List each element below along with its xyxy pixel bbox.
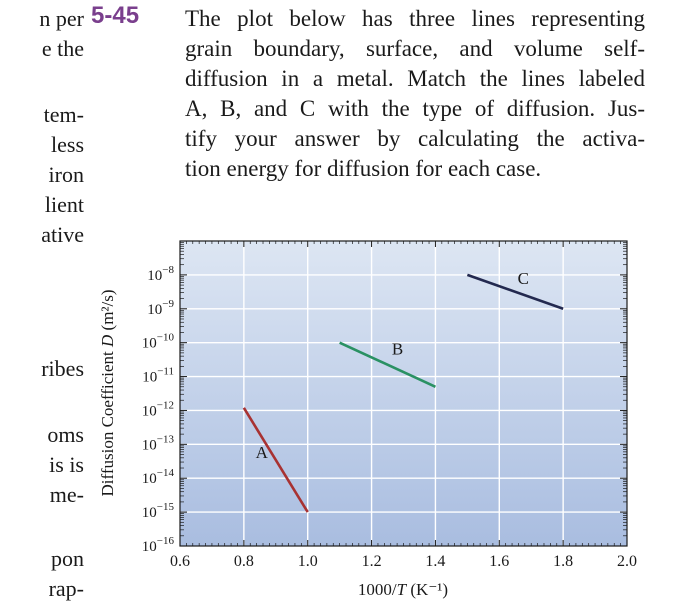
- text-fragment: ative: [41, 222, 84, 247]
- problem-number: 5-45: [91, 2, 140, 29]
- text-fragment: is is: [49, 452, 84, 477]
- x-tick-label: 1.6: [489, 553, 509, 570]
- text-fragment: iron: [48, 162, 84, 187]
- problem-statement: The plot below has three lines represent…: [185, 4, 645, 184]
- problem-line: A, B, and C with the type of diffusion. …: [185, 96, 645, 121]
- y-tick-label: 10−12: [142, 399, 174, 419]
- x-tick-labels: 0.6 0.8 1.0 1.2 1.4 1.6 1.8 2.0: [170, 553, 637, 570]
- y-tick-label: 10−13: [142, 433, 175, 453]
- series-label-b: B: [392, 340, 403, 359]
- problem-line: The plot below has three lines represent…: [185, 6, 645, 31]
- plot-frame: [179, 240, 628, 547]
- text-fragment: tem-: [43, 102, 84, 127]
- x-tick-label: 0.6: [170, 553, 190, 570]
- text-fragment: e the: [41, 36, 84, 61]
- grid: [180, 241, 627, 546]
- y-tick-label: 10−9: [147, 298, 174, 318]
- left-column-fragments: n per e the tem- less iron lient ative r…: [0, 0, 90, 611]
- y-tick-label: 10−11: [142, 366, 174, 386]
- series-label-c: C: [518, 269, 529, 288]
- x-tick-label: 1.8: [553, 553, 573, 570]
- y-axis-label: Diffusion Coefficient D (m²/s): [98, 289, 117, 496]
- problem-line: grain boundary, surface, and volume self…: [185, 36, 645, 61]
- text-fragment: pon: [51, 546, 84, 571]
- y-tick-label: 10−14: [142, 467, 175, 487]
- text-fragment: rap-: [48, 576, 84, 601]
- text-fragment: less: [51, 132, 84, 157]
- x-tick-label: 1.0: [298, 553, 318, 570]
- problem-line: tion energy for diffusion for each case.: [185, 156, 542, 181]
- y-tick-label: 10−15: [142, 501, 175, 521]
- x-tick-label: 1.4: [425, 553, 445, 570]
- x-tick-label: 0.8: [234, 553, 254, 570]
- y-tick-labels: 10−8 10−9 10−10 10−11 10−12 10−13 10−14 10−15 10…: [142, 264, 175, 555]
- text-fragment: me-: [49, 482, 84, 507]
- problem-line: tify your answer by calculating the acti…: [185, 126, 645, 151]
- x-tick-label: 2.0: [617, 553, 637, 570]
- x-tick-label: 1.2: [362, 553, 382, 570]
- series-line-b: [339, 341, 436, 388]
- x-axis-label: 1000/T (K⁻¹): [358, 580, 448, 599]
- y-tick-label: 10−16: [142, 535, 175, 555]
- problem-line: diffusion in a metal. Match the lines la…: [185, 66, 645, 91]
- y-tick-label: 10−8: [147, 264, 174, 284]
- y-tick-label: 10−10: [142, 332, 175, 352]
- series-label-a: A: [256, 443, 269, 462]
- text-fragment: ribes: [41, 356, 84, 381]
- series-line-a: [242, 407, 309, 513]
- plot-area: [180, 241, 627, 546]
- series-group: A B C: [242, 269, 564, 513]
- text-fragment: n per: [39, 6, 84, 31]
- text-fragment: lient: [44, 192, 84, 217]
- text-fragment: oms: [47, 422, 84, 447]
- series-line-c: [466, 273, 564, 311]
